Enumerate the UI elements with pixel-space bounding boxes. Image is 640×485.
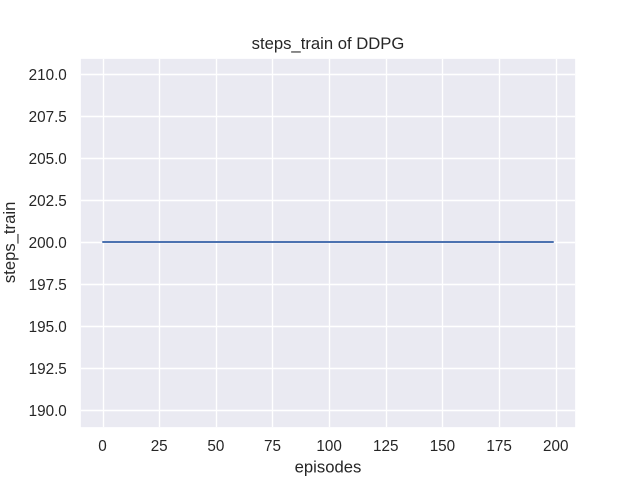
svg-text:50: 50 xyxy=(207,438,224,455)
svg-text:210.0: 210.0 xyxy=(29,67,67,84)
svg-text:202.5: 202.5 xyxy=(29,193,67,210)
svg-text:207.5: 207.5 xyxy=(29,109,67,126)
svg-text:steps_train of DDPG: steps_train of DDPG xyxy=(252,34,405,53)
svg-text:25: 25 xyxy=(151,438,168,455)
svg-text:0: 0 xyxy=(98,438,107,455)
svg-text:200: 200 xyxy=(543,438,568,455)
svg-text:175: 175 xyxy=(486,438,511,455)
svg-text:75: 75 xyxy=(264,438,281,455)
svg-text:100: 100 xyxy=(316,438,341,455)
svg-text:steps_train: steps_train xyxy=(0,202,19,283)
svg-text:192.5: 192.5 xyxy=(29,361,67,378)
svg-text:190.0: 190.0 xyxy=(29,403,67,420)
svg-text:150: 150 xyxy=(430,438,455,455)
svg-text:200.0: 200.0 xyxy=(29,235,67,252)
svg-text:195.0: 195.0 xyxy=(29,319,67,336)
svg-text:episodes: episodes xyxy=(295,458,362,477)
svg-text:205.0: 205.0 xyxy=(29,151,67,168)
svg-text:197.5: 197.5 xyxy=(29,277,67,294)
svg-text:125: 125 xyxy=(373,438,398,455)
